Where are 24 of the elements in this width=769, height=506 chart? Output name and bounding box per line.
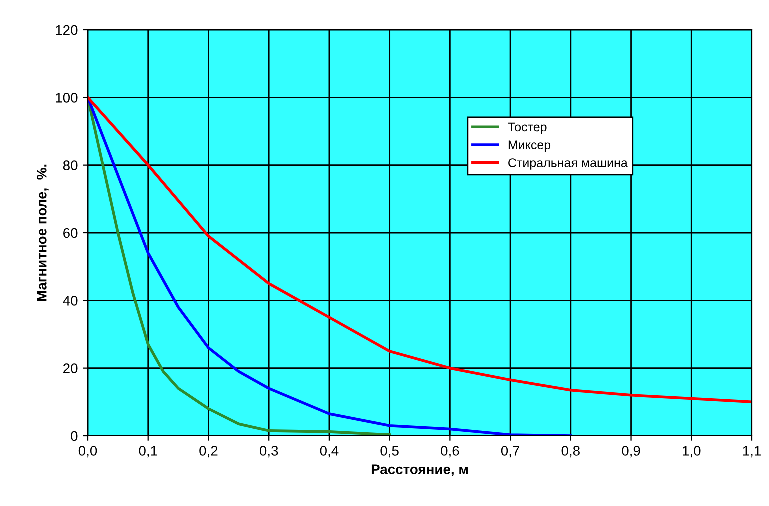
x-tick-label: 1,0 <box>683 446 701 458</box>
x-tick-label: 0,8 <box>562 446 580 458</box>
x-tick-label: 0,4 <box>320 446 339 458</box>
y-tick-label: 60 <box>64 228 78 238</box>
x-axis-title: Расстояние, м <box>372 464 468 476</box>
y-tick-label: 100 <box>56 93 78 103</box>
x-tick-label: 1,1 <box>743 446 761 458</box>
legend-label: Стиральная машина <box>508 158 628 170</box>
y-tick-label: 0 <box>71 431 78 442</box>
y-tick-label: 80 <box>63 160 78 171</box>
x-tick-label: 0,5 <box>380 446 399 458</box>
y-axis-title: Магнитное поле, %. <box>37 164 49 302</box>
x-tick-label: 0,0 <box>78 446 98 458</box>
y-tick-label: 120 <box>56 25 78 36</box>
legend-label: Тостер <box>508 122 547 134</box>
y-tick-label: 20 <box>64 364 78 374</box>
x-tick-label: 0,1 <box>139 446 158 458</box>
x-tick-label: 0,3 <box>260 446 278 458</box>
x-tick-label: 0,9 <box>622 446 640 458</box>
x-tick-label: 0,2 <box>200 446 218 458</box>
legend-label: Миксер <box>508 140 551 152</box>
y-tick-label: 40 <box>63 296 78 306</box>
x-tick-label: 0,7 <box>501 446 520 458</box>
x-tick-label: 0,6 <box>441 446 460 458</box>
